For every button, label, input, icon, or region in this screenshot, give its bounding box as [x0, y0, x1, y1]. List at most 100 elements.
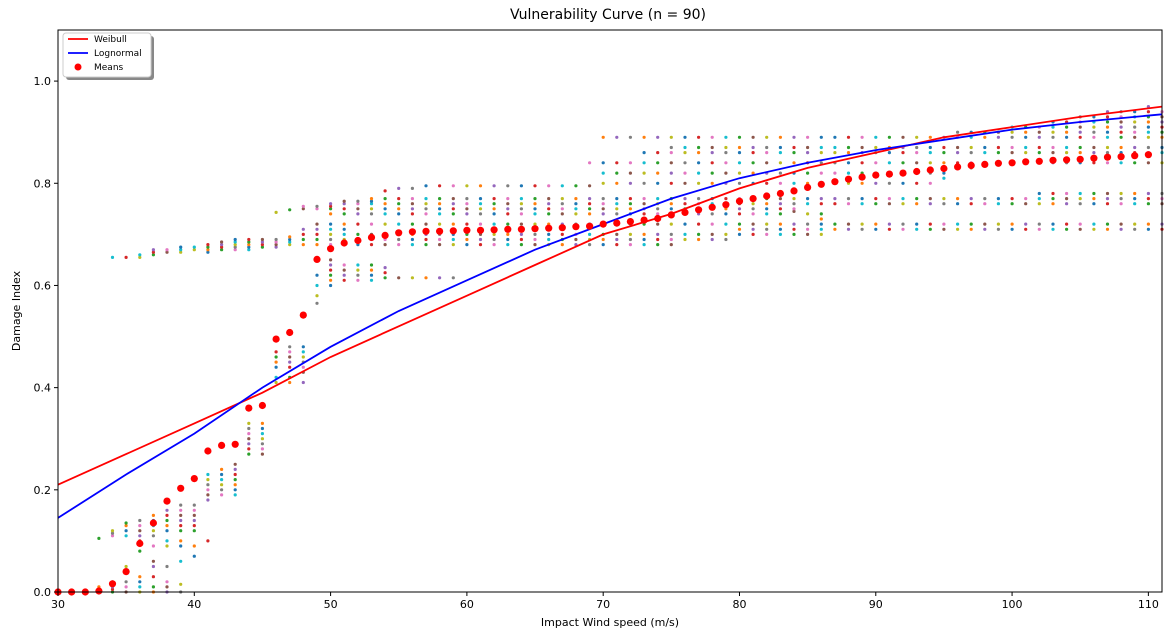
sample-point: [724, 161, 728, 165]
sample-point: [260, 437, 264, 441]
sample-point: [179, 245, 183, 249]
sample-point: [260, 447, 264, 451]
mean-point: [531, 225, 539, 233]
sample-point: [383, 202, 387, 206]
sample-point: [874, 227, 878, 231]
sample-point: [179, 524, 183, 528]
sample-point: [601, 207, 605, 211]
sample-point: [220, 245, 224, 249]
sample-point: [710, 171, 714, 175]
sample-point: [669, 243, 673, 247]
sample-point: [969, 202, 973, 206]
sample-point: [1051, 151, 1055, 155]
sample-point: [833, 197, 837, 201]
mean-point: [95, 587, 103, 595]
sample-point: [1051, 130, 1055, 134]
sample-point: [683, 202, 687, 206]
sample-point: [724, 212, 728, 216]
mean-point: [626, 218, 635, 226]
sample-point: [397, 276, 401, 280]
sample-point: [601, 197, 605, 201]
sample-point: [233, 245, 237, 249]
sample-point: [956, 227, 960, 231]
sample-point: [710, 222, 714, 226]
legend-means-swatch: [74, 63, 82, 71]
sample-point: [588, 184, 592, 188]
sample-point: [165, 248, 169, 252]
sample-point: [860, 161, 864, 165]
sample-point: [151, 513, 155, 518]
sample-point: [138, 575, 142, 579]
sample-point: [165, 524, 169, 528]
sample-point: [533, 243, 537, 247]
sample-point: [765, 207, 769, 211]
sample-point: [819, 145, 823, 150]
sample-point: [819, 202, 823, 206]
sample-point: [206, 488, 210, 492]
sample-point: [342, 268, 346, 272]
sample-point: [778, 227, 783, 231]
x-tick-label: 60: [460, 598, 474, 611]
sample-point: [220, 478, 224, 482]
sample-point: [656, 135, 660, 139]
sample-point: [1133, 227, 1137, 231]
sample-point: [288, 380, 292, 385]
sample-point: [260, 442, 264, 446]
mean-point: [163, 497, 171, 505]
sample-point: [983, 227, 987, 231]
sample-point: [315, 222, 319, 226]
sample-point: [928, 197, 932, 201]
sample-point: [301, 365, 305, 369]
sample-point: [1119, 197, 1123, 201]
sample-point: [315, 232, 319, 236]
sample-point: [901, 197, 905, 201]
sample-point: [915, 135, 919, 139]
sample-point: [315, 273, 319, 277]
mean-point: [885, 170, 894, 178]
sample-point: [588, 207, 592, 211]
sample-point: [887, 161, 892, 165]
sample-point: [397, 197, 401, 201]
mean-point: [735, 197, 744, 205]
sample-point: [288, 345, 292, 349]
sample-point: [819, 232, 823, 236]
sample-point: [642, 197, 646, 201]
sample-point: [819, 212, 823, 216]
sample-point: [1146, 125, 1150, 129]
sample-point: [165, 250, 169, 254]
sample-point: [342, 278, 346, 282]
sample-point: [860, 181, 864, 185]
sample-point: [737, 232, 742, 236]
mean-point: [1008, 159, 1016, 167]
sample-point: [928, 161, 932, 165]
sample-point: [533, 184, 537, 188]
sample-point: [329, 258, 333, 262]
sample-point: [656, 212, 660, 216]
x-tick-label: 40: [187, 598, 201, 611]
mean-point: [1063, 156, 1071, 164]
sample-point: [833, 227, 837, 231]
sample-point: [369, 243, 374, 247]
sample-point: [383, 212, 387, 216]
sample-point: [1051, 145, 1055, 150]
sample-point: [996, 135, 1001, 139]
sample-point: [751, 222, 755, 226]
sample-point: [110, 534, 115, 538]
sample-point: [1105, 161, 1110, 165]
mean-point: [899, 169, 907, 177]
sample-point: [792, 232, 796, 236]
sample-point: [669, 145, 673, 150]
sample-point: [819, 217, 823, 221]
sample-point: [656, 181, 660, 185]
sample-point: [165, 580, 169, 584]
sample-point: [683, 197, 687, 201]
mean-point: [844, 175, 853, 183]
mean-point: [1049, 156, 1057, 164]
sample-point: [751, 232, 755, 236]
sample-point: [165, 508, 169, 512]
sample-point: [329, 268, 333, 272]
sample-point: [274, 350, 278, 354]
sample-point: [1010, 197, 1014, 201]
fitted-curves: [57, 105, 1163, 519]
sample-point: [669, 135, 673, 139]
